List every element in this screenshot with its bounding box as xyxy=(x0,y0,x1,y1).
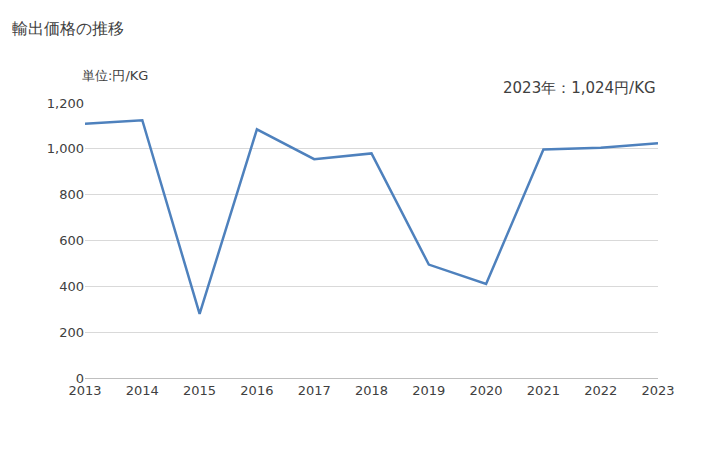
svg-text:2017: 2017 xyxy=(298,383,331,398)
svg-text:2018: 2018 xyxy=(355,383,388,398)
svg-text:600: 600 xyxy=(59,233,84,248)
svg-text:2019: 2019 xyxy=(412,383,445,398)
svg-text:800: 800 xyxy=(59,187,84,202)
svg-text:2015: 2015 xyxy=(183,383,216,398)
svg-text:0: 0 xyxy=(76,371,84,386)
svg-text:2016: 2016 xyxy=(240,383,273,398)
svg-text:1,000: 1,000 xyxy=(47,141,84,156)
svg-text:2013: 2013 xyxy=(68,383,101,398)
svg-text:2023: 2023 xyxy=(641,383,674,398)
svg-text:単位:円/KG: 単位:円/KG xyxy=(82,68,148,83)
svg-text:2023年：1,024円/KG: 2023年：1,024円/KG xyxy=(503,79,656,97)
svg-text:400: 400 xyxy=(59,279,84,294)
svg-text:2021: 2021 xyxy=(527,383,560,398)
svg-text:1,200: 1,200 xyxy=(47,96,84,111)
svg-text:2022: 2022 xyxy=(584,383,617,398)
svg-text:200: 200 xyxy=(59,325,84,340)
svg-text:輸出価格の推移: 輸出価格の推移 xyxy=(12,19,124,38)
svg-text:2014: 2014 xyxy=(126,383,159,398)
svg-text:2020: 2020 xyxy=(470,383,503,398)
